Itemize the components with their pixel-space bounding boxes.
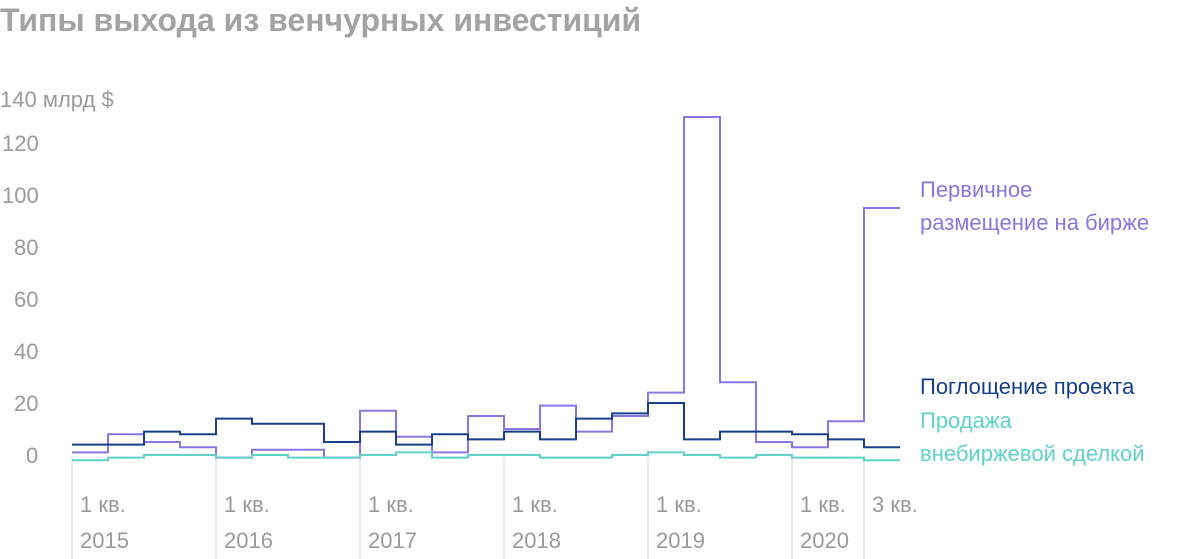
y-tick-label: 80 <box>14 235 38 260</box>
series-line-0 <box>72 116 900 459</box>
x-tick-label: 2015 <box>80 528 129 553</box>
y-axis-unit-label: 140 млрд $ <box>0 87 114 112</box>
x-tick-label: 3 кв. <box>872 492 918 517</box>
series-label: размещение на бирже <box>920 210 1149 235</box>
x-tick-label: 1 кв. <box>80 492 126 517</box>
x-gridlines <box>71 457 865 559</box>
y-tick-label: 20 <box>14 391 38 416</box>
series-line-2 <box>72 451 900 462</box>
x-tick-label: 2016 <box>224 528 273 553</box>
y-tick-label: 0 <box>26 443 38 468</box>
y-tick-label: 100 <box>2 183 39 208</box>
x-tick-label: 2017 <box>368 528 417 553</box>
y-axis-ticks: 0 20 40 60 80 100 120 <box>2 131 39 468</box>
chart-title: Типы выхода из венчурных инвестиций <box>0 2 642 38</box>
x-tick-label: 1 кв. <box>656 492 702 517</box>
x-tick-label: 1 кв. <box>224 492 270 517</box>
y-tick-label: 60 <box>14 287 38 312</box>
x-tick-label: 1 кв. <box>368 492 414 517</box>
series-line-1 <box>72 402 900 449</box>
y-tick-label: 120 <box>2 131 39 156</box>
series-label: Продажа <box>920 408 1013 433</box>
series-labels: Первичное размещение на бирже Поглощение п… <box>920 177 1149 466</box>
y-tick-label: 40 <box>14 339 38 364</box>
x-axis-ticks: 1 кв. 2015 1 кв. 2016 1 кв. 2017 1 кв. 2018 1 кв… <box>80 492 918 553</box>
x-tick-label: 1 кв. <box>512 492 558 517</box>
series-label: внебиржевой сделкой <box>920 441 1145 466</box>
series-label: Первичное <box>920 177 1032 202</box>
x-tick-label: 2020 <box>800 528 849 553</box>
series-label: Поглощение проекта <box>920 374 1135 399</box>
x-tick-label: 1 кв. <box>800 492 846 517</box>
series-lines <box>72 116 900 462</box>
x-tick-label: 2019 <box>656 528 705 553</box>
x-tick-label: 2018 <box>512 528 561 553</box>
